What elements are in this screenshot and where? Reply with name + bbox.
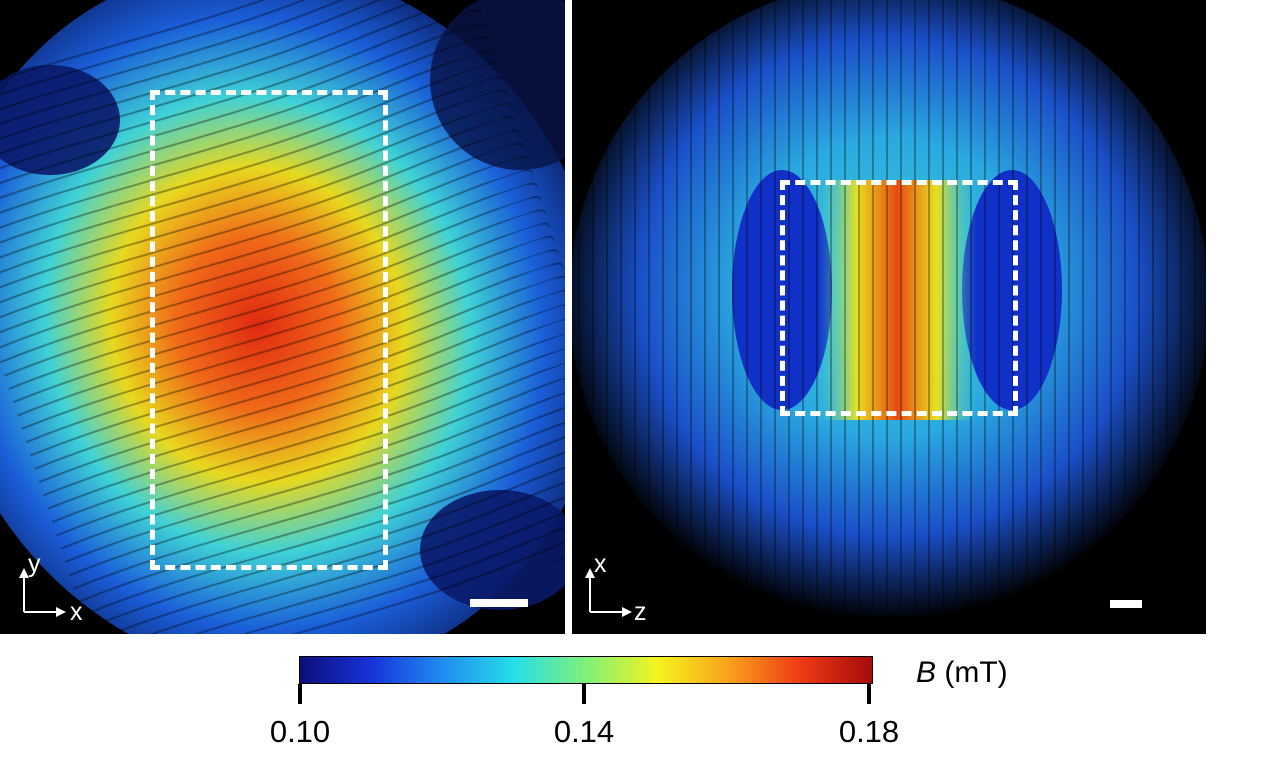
region-outline-right xyxy=(780,180,1018,416)
axis-label-x: x xyxy=(594,550,607,578)
axes-arrows-icon xyxy=(585,568,632,617)
colorbar-unit: (mT) xyxy=(944,656,1008,689)
colorbar-symbol: B xyxy=(916,656,937,689)
colorbar-title: B (mT) xyxy=(916,656,1008,690)
streamline-image-left xyxy=(0,0,565,634)
streamline-image-right xyxy=(572,0,1206,634)
scale-bar-left xyxy=(470,599,528,607)
colorbar-tick-label: 0.10 xyxy=(269,714,331,749)
axes-arrows-icon xyxy=(19,568,66,617)
colorbar-tick xyxy=(867,684,871,704)
colorbar-tick-label: 0.14 xyxy=(553,714,615,749)
scale-bar-right xyxy=(1110,600,1142,608)
axis-label-x: x xyxy=(70,598,83,626)
colorbar-tick xyxy=(298,684,302,704)
colorbar xyxy=(299,656,873,684)
field-map-right: x z xyxy=(572,0,1206,634)
axis-label-z: z xyxy=(634,598,647,626)
colorbar-tick-label: 0.18 xyxy=(838,714,900,749)
region-outline-left xyxy=(150,90,388,570)
field-map-left: y x xyxy=(0,0,565,634)
axis-label-y: y xyxy=(28,550,41,578)
colorbar-tick xyxy=(582,684,586,704)
